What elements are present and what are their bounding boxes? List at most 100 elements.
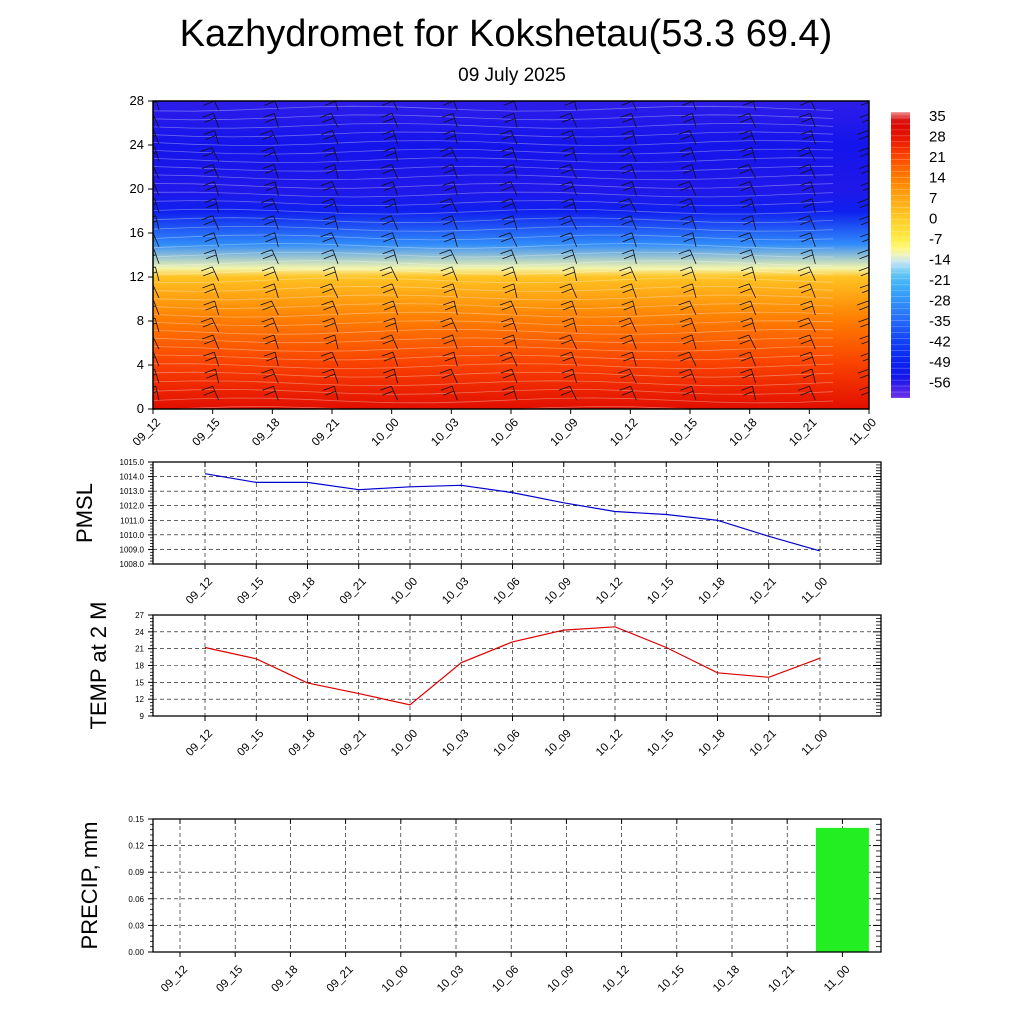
x-tick-label: 10_21 [786,415,820,449]
wind-barb-flag [800,220,811,226]
wind-barb-flag [681,232,693,238]
y-tick-label: 24 [130,137,144,152]
wind-barb-flag [501,385,514,391]
wind-barb-flag [743,220,755,226]
wind-barb-flag [859,96,870,100]
wind-barb-flag [860,323,869,328]
wind-barb [213,181,220,196]
wind-barb [392,300,399,316]
wind-barb-flag [861,289,869,294]
wind-barb [512,266,518,281]
wind-barb-flag [265,186,277,191]
wind-barb-flag [153,390,158,394]
wind-barb-flag [323,135,335,140]
wind-barb-flag [742,373,753,379]
wind-barb-flag [622,237,634,243]
wind-barb-flag [263,283,275,289]
wind-barb-flag [742,152,754,157]
wind-barb [871,233,875,247]
wind-barb [334,215,339,230]
wind-barb-flag [621,271,632,277]
x-tick-label: 09_21 [309,415,343,449]
wind-barb [868,369,869,371]
colorbar-label: -21 [929,272,951,289]
wind-barb [630,164,637,179]
wind-barb-flag [381,271,393,277]
wind-barb [692,232,697,247]
wind-barb-flag [203,390,215,396]
wind-barb-flag [620,113,632,118]
wind-barb-flag [321,300,333,306]
wind-barb-flag [559,164,571,169]
wind-barb-flag [153,322,157,325]
wind-barb [330,113,339,128]
wind-barb-flag [384,203,396,209]
x-tick-label: 10_09 [547,415,581,449]
wind-barb [748,113,757,128]
wind-barb-flag [262,385,274,391]
x-tick-label: 10_09 [545,964,576,995]
colorbar-label: -42 [929,334,951,351]
colorbar-label: 35 [929,108,946,125]
wind-barb-flag [860,233,869,238]
wind-barb-flag [324,373,335,379]
wind-barb-flag [680,186,691,191]
wind-barb-flag [201,334,214,340]
wind-barb-flag [563,373,575,379]
wind-barb-flag [203,271,214,277]
wind-barb-flag [620,322,632,328]
wind-barb-flag [381,351,394,357]
wind-barb-flag [680,96,691,100]
contour-line [153,225,834,232]
wind-barb [511,198,518,213]
wind-barb [156,101,160,111]
wind-barb-flag [561,198,573,204]
wind-barb-flag [203,351,215,357]
wind-barb-flag [620,152,632,157]
wind-barb-flag [265,237,277,243]
wind-barb-flag [260,300,272,306]
wind-barb-flag [325,339,337,345]
wind-barb-flag [561,339,572,345]
wind-barb-flag [861,340,869,345]
wind-barb [214,249,220,264]
wind-barb-flag [502,164,514,169]
contour-line [153,114,834,121]
wind-barb [752,386,757,401]
wind-barb-flag [443,288,455,294]
wind-barb-flag [561,147,574,152]
wind-barb [392,351,399,367]
wind-barb-flag [678,351,690,357]
wind-barb-flag [323,385,335,391]
colorbar-label: -7 [929,231,942,248]
wind-barb-flag [620,232,633,238]
wind-barb-flag [618,198,630,204]
wind-barb [748,164,757,179]
colorbar-label: -56 [929,375,951,392]
wind-barb-flag [442,271,454,277]
wind-barb-flag [619,334,632,340]
wind-barb-flag [440,147,452,152]
wind-barb-flag [683,288,695,294]
y-tick-label: 15 [135,678,144,687]
wind-barb [332,249,339,264]
wind-barb [870,267,875,281]
wind-barb-flag [204,288,216,294]
x-tick-label: 10_03 [440,576,471,607]
wind-barb-flag [501,215,514,221]
wind-barb-flag [383,356,395,362]
x-tick-label: 10_09 [543,576,574,607]
x-tick-label: 11_00 [846,415,879,448]
wind-barb-flag [679,317,691,323]
wind-barb-flag [381,232,393,238]
wind-barb-flag [263,113,275,118]
wind-barb [390,386,399,401]
wind-barb-flag [203,130,215,135]
x-tick-label: 10_18 [711,964,742,995]
contour-line [153,294,834,301]
wind-barb [571,351,578,367]
wind-barb [333,266,339,281]
wind-barb-flag [381,181,394,186]
wind-barb [810,351,816,367]
wind-barb [450,147,458,162]
